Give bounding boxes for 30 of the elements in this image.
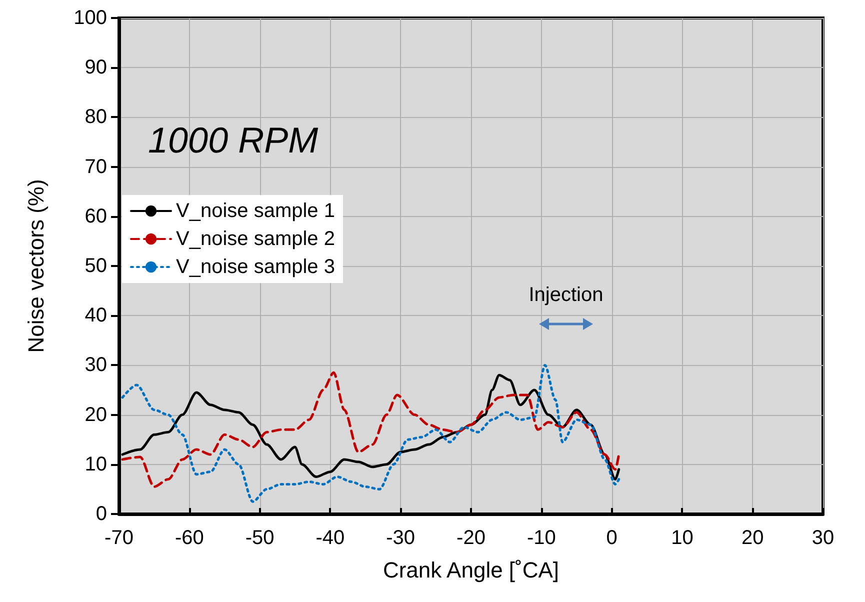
x-tick-label: 0 <box>606 527 618 549</box>
y-tick-label: 80 <box>84 106 107 128</box>
annotation: 1000 RPM <box>148 120 318 160</box>
x-tick-label: -40 <box>316 527 345 549</box>
y-tick-label: 50 <box>84 255 107 277</box>
x-tick-label: -50 <box>245 527 274 549</box>
y-tick-label: 90 <box>84 56 107 79</box>
y-tick-label: 30 <box>84 354 107 376</box>
x-tick-label: 30 <box>812 527 834 549</box>
y-tick-label: 0 <box>96 503 107 525</box>
y-tick-label: 40 <box>84 304 107 327</box>
x-tick-label: -70 <box>104 527 134 549</box>
y-axis-title: Noise vectors (%) <box>24 179 48 353</box>
x-tick-label: -30 <box>386 527 416 549</box>
y-tick-label: 60 <box>84 205 107 228</box>
legend-label: V_noise sample 2 <box>176 228 335 250</box>
x-axis-title: Crank Angle [˚CA] <box>382 558 560 582</box>
y-tick-label: 10 <box>84 453 107 476</box>
x-tick-label: 20 <box>741 527 764 549</box>
legend-label: V_noise sample 3 <box>176 256 335 278</box>
legend-label: V_noise sample 1 <box>176 200 335 222</box>
x-tick-label: -20 <box>456 527 486 549</box>
y-tick-label: 100 <box>74 7 107 29</box>
y-tick-label: 20 <box>84 404 107 426</box>
x-tick-label: 10 <box>671 527 694 549</box>
line-series <box>121 364 620 503</box>
x-tick-label: -60 <box>174 527 204 549</box>
annotation: Injection <box>528 284 604 306</box>
x-tick-label: -10 <box>526 527 556 549</box>
y-tick-label: 70 <box>84 156 107 178</box>
